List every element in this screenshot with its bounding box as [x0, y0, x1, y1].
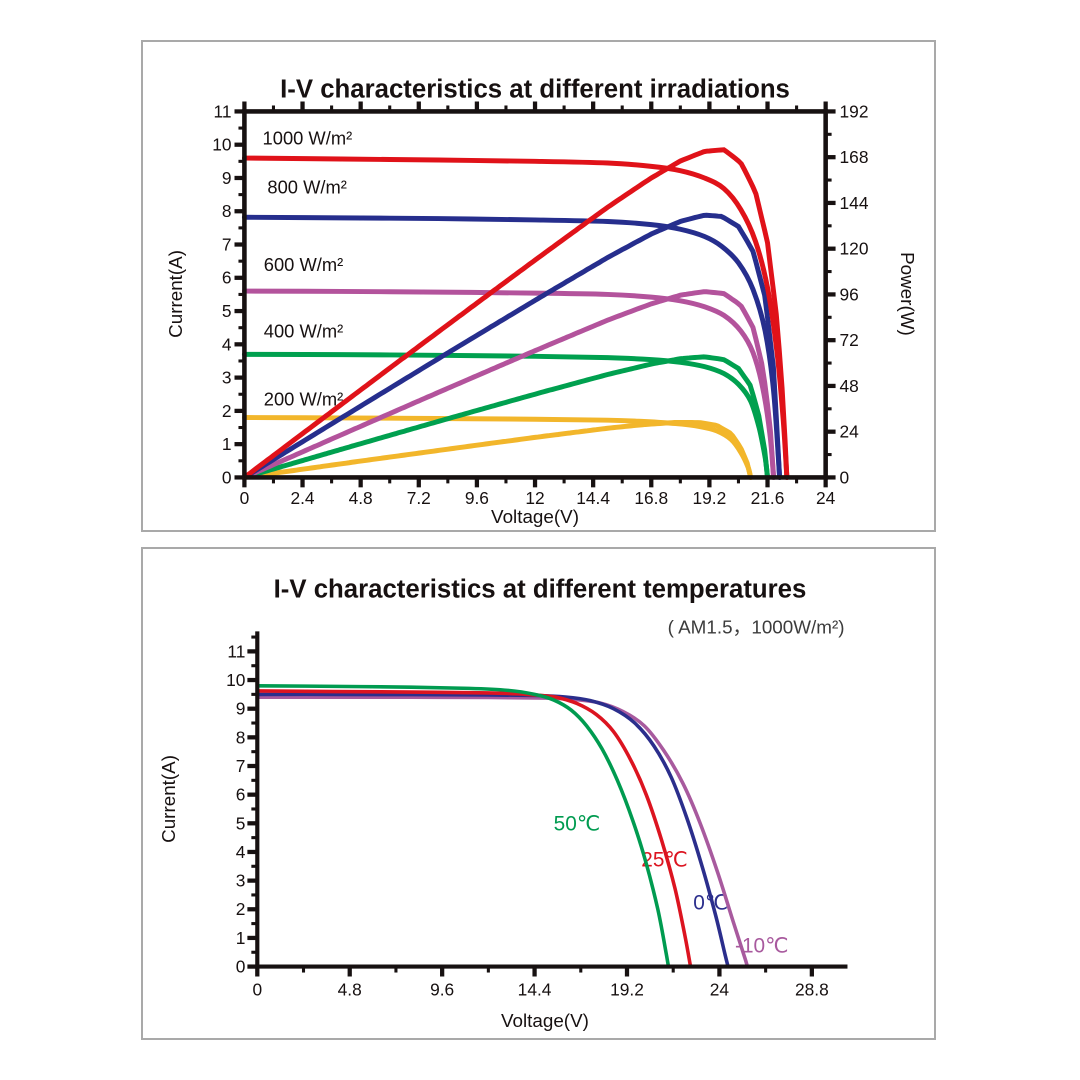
y-left-tick-label: 0: [222, 467, 232, 487]
y-left-tick-label: 8: [236, 727, 246, 747]
y-axis-title-right: Power(W): [897, 252, 918, 336]
series-label: 600 W/m²: [264, 254, 343, 275]
x-tick-label: 28.8: [795, 979, 829, 999]
y-right-tick-label: 72: [840, 330, 859, 350]
x-tick-label: 4.8: [349, 488, 373, 508]
series-label: 1000 W/m²: [263, 127, 353, 148]
y-right-tick-label: 48: [840, 376, 859, 396]
y-left-tick-label: 5: [236, 813, 246, 833]
chart-title: I-V characteristics at different irradia…: [280, 76, 790, 104]
x-tick-label: 14.4: [576, 488, 610, 508]
series-label: -10℃: [735, 934, 788, 957]
10-iv-curve: [255, 695, 750, 969]
series-label: 50℃: [554, 813, 601, 836]
1000-w-m-iv-curve: [241, 155, 790, 480]
axis-frame-and-ticks: [247, 631, 848, 977]
x-tick-label: 21.6: [751, 488, 785, 508]
y-left-tick-label: 1: [236, 928, 246, 948]
plot-axes: [255, 631, 848, 969]
y-left-tick-label: 8: [222, 201, 232, 221]
x-tick-label: 14.4: [518, 979, 552, 999]
y-left-tick-label: 11: [227, 641, 245, 661]
chart-subtitle: ( AM1.5，1000W/m²): [668, 616, 845, 637]
y-left-tick-label: 2: [222, 401, 232, 421]
200-w-m-power-curve: [241, 420, 754, 480]
y-right-tick-label: 96: [840, 284, 859, 304]
1000-w-m-power-curve: [241, 147, 790, 480]
y-left-tick-label: 1: [222, 434, 232, 454]
series-label: 25℃: [641, 848, 688, 871]
series-label: 200 W/m²: [264, 389, 343, 410]
600-w-m-power-curve: [241, 289, 777, 480]
y-right-tick-label: 0: [840, 467, 850, 487]
y-axis-title-left: Current(A): [165, 250, 186, 338]
x-axis-title: Voltage(V): [501, 1010, 589, 1031]
x-tick-label: 24: [710, 979, 730, 999]
x-tick-label: 4.8: [338, 979, 362, 999]
axis-frame-and-ticks: [234, 101, 836, 488]
x-tick-label: 2.4: [290, 488, 314, 508]
y-left-tick-label: 3: [236, 871, 246, 891]
x-axis-title: Voltage(V): [491, 506, 579, 527]
chart-title: I-V characteristics at different tempera…: [274, 576, 807, 604]
800-w-m-iv-curve: [241, 214, 783, 480]
x-tick-label: 9.6: [465, 488, 489, 508]
y-right-tick-label: 168: [840, 147, 869, 167]
x-tick-label: 0: [240, 488, 250, 508]
temperature-chart-panel: I-V characteristics at different tempera…: [141, 547, 936, 1040]
irradiation-chart-panel: I-V characteristics at different irradia…: [141, 40, 936, 532]
y-left-tick-label: 6: [222, 268, 232, 288]
x-tick-label: 7.2: [407, 488, 431, 508]
x-tick-label: 0: [252, 979, 262, 999]
iv-temperature-chart: I-V characteristics at different tempera…: [158, 576, 848, 1031]
x-tick-label: 19.2: [693, 488, 727, 508]
y-right-tick-label: 192: [840, 101, 869, 121]
y-right-tick-label: 144: [840, 193, 869, 213]
800-w-m-power-curve: [241, 212, 783, 480]
x-tick-label: 16.8: [634, 488, 668, 508]
series-label: 800 W/m²: [267, 177, 346, 198]
50-iv-curve: [255, 683, 671, 969]
600-w-m-iv-curve: [241, 288, 777, 480]
series-label: 400 W/m²: [264, 320, 343, 341]
y-left-tick-label: 10: [226, 670, 245, 690]
y-left-tick-label: 4: [222, 334, 232, 354]
0-iv-curve: [255, 692, 730, 969]
y-left-tick-label: 11: [214, 101, 232, 121]
iv-irradiation-chart: I-V characteristics at different irradia…: [165, 76, 918, 528]
y-axis-title-left: Current(A): [158, 755, 179, 843]
x-tick-label: 9.6: [430, 979, 454, 999]
y-left-tick-label: 10: [212, 135, 231, 155]
y-left-tick-label: 3: [222, 368, 232, 388]
25-iv-curve: [255, 689, 693, 969]
y-left-tick-label: 7: [236, 756, 246, 776]
y-left-tick-label: 4: [236, 842, 246, 862]
y-left-tick-label: 7: [222, 234, 232, 254]
y-left-tick-label: 2: [236, 899, 246, 919]
y-left-tick-label: 5: [222, 301, 232, 321]
y-left-tick-label: 0: [236, 957, 246, 977]
400-w-m-power-curve: [241, 354, 771, 480]
y-left-tick-label: 9: [222, 168, 232, 188]
y-left-tick-label: 6: [236, 785, 246, 805]
y-right-tick-label: 24: [840, 422, 860, 442]
y-left-tick-label: 9: [236, 699, 246, 719]
x-tick-label: 12: [525, 488, 544, 508]
x-tick-label: 24: [816, 488, 836, 508]
x-tick-label: 19.2: [610, 979, 644, 999]
y-right-tick-label: 120: [840, 239, 869, 259]
